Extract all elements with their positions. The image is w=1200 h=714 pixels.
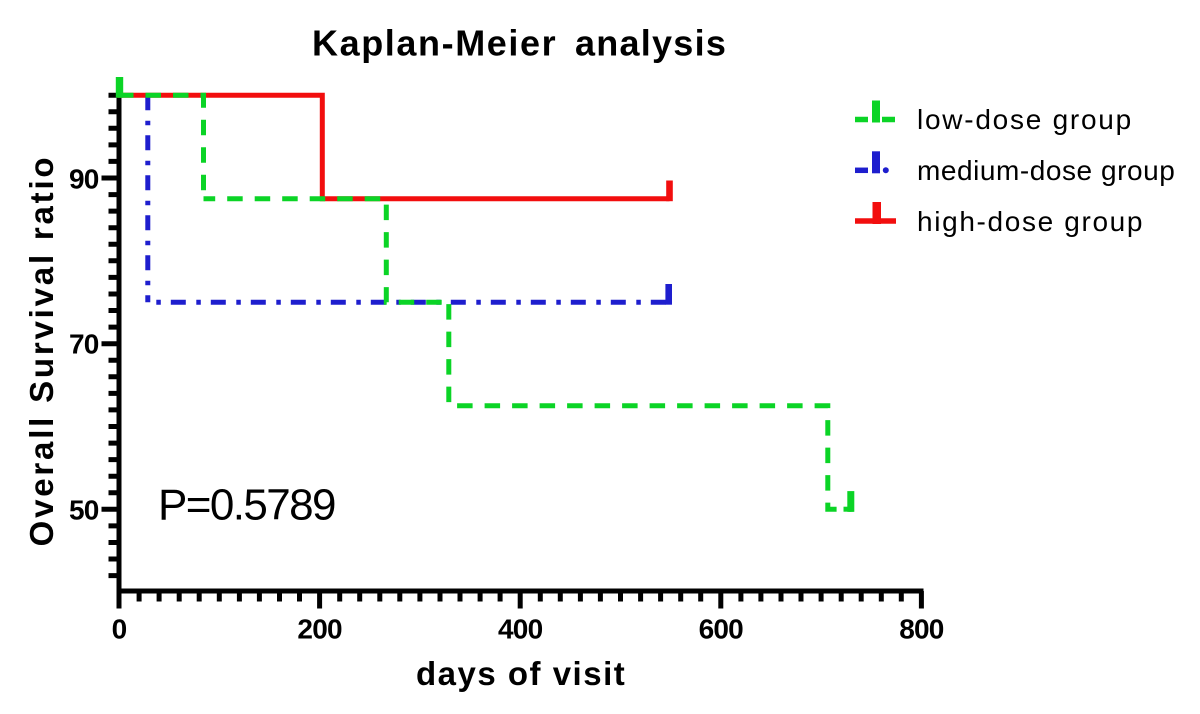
svg-text:90: 90 bbox=[69, 164, 99, 195]
svg-text:medium-dose group: medium-dose group bbox=[917, 155, 1175, 186]
svg-text:days of visit: days of visit bbox=[416, 655, 626, 692]
svg-text:800: 800 bbox=[899, 614, 944, 645]
svg-text:50: 50 bbox=[69, 494, 99, 525]
svg-text:high-dose group: high-dose group bbox=[917, 206, 1144, 237]
svg-text:600: 600 bbox=[699, 614, 744, 645]
svg-text:70: 70 bbox=[69, 329, 99, 360]
svg-text:P=0.5789: P=0.5789 bbox=[158, 481, 335, 530]
svg-text:400: 400 bbox=[498, 614, 543, 645]
svg-text:analysis: analysis bbox=[575, 23, 727, 64]
svg-text:Overall Survival ratio: Overall Survival ratio bbox=[23, 155, 60, 547]
svg-text:Kaplan-Meier: Kaplan-Meier bbox=[312, 23, 557, 64]
svg-text:200: 200 bbox=[297, 614, 342, 645]
svg-text:low-dose group: low-dose group bbox=[917, 104, 1133, 135]
svg-text:0: 0 bbox=[112, 614, 127, 645]
